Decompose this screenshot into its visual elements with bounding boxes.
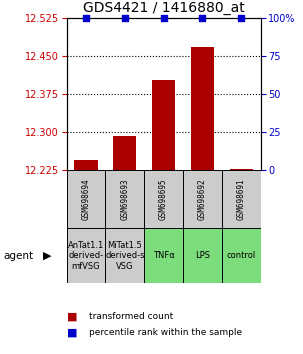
Text: TNFα: TNFα — [153, 251, 175, 260]
Bar — [191, 47, 214, 170]
Bar — [105, 170, 144, 228]
Bar — [183, 228, 222, 283]
Text: percentile rank within the sample: percentile rank within the sample — [89, 328, 242, 337]
Text: GSM698694: GSM698694 — [82, 178, 91, 220]
Title: GDS4421 / 1416880_at: GDS4421 / 1416880_at — [83, 1, 245, 15]
Text: MiTat1.5
derived-s
VSG: MiTat1.5 derived-s VSG — [105, 241, 145, 271]
Bar — [75, 160, 98, 170]
Point — [84, 15, 88, 21]
Text: GSM698693: GSM698693 — [120, 178, 129, 220]
Bar — [144, 170, 183, 228]
Text: AnTat1.1
derived-
mfVSG: AnTat1.1 derived- mfVSG — [68, 241, 104, 271]
Point — [122, 15, 127, 21]
Point — [200, 15, 205, 21]
Text: control: control — [227, 251, 256, 260]
Text: transformed count: transformed count — [89, 312, 174, 321]
Text: GSM698691: GSM698691 — [237, 178, 246, 220]
Bar — [152, 80, 175, 170]
Text: GSM698695: GSM698695 — [159, 178, 168, 220]
Bar — [183, 170, 222, 228]
Text: LPS: LPS — [195, 251, 210, 260]
Bar — [144, 228, 183, 283]
Bar — [222, 228, 261, 283]
Bar — [113, 136, 136, 170]
Text: ▶: ▶ — [43, 251, 51, 261]
Bar — [67, 228, 105, 283]
Bar — [105, 228, 144, 283]
Text: agent: agent — [3, 251, 33, 261]
Bar — [222, 170, 261, 228]
Text: ■: ■ — [67, 312, 77, 322]
Point — [161, 15, 166, 21]
Point — [239, 15, 244, 21]
Bar — [230, 169, 253, 170]
Bar — [67, 170, 105, 228]
Text: GSM698692: GSM698692 — [198, 178, 207, 220]
Text: ■: ■ — [67, 328, 77, 338]
